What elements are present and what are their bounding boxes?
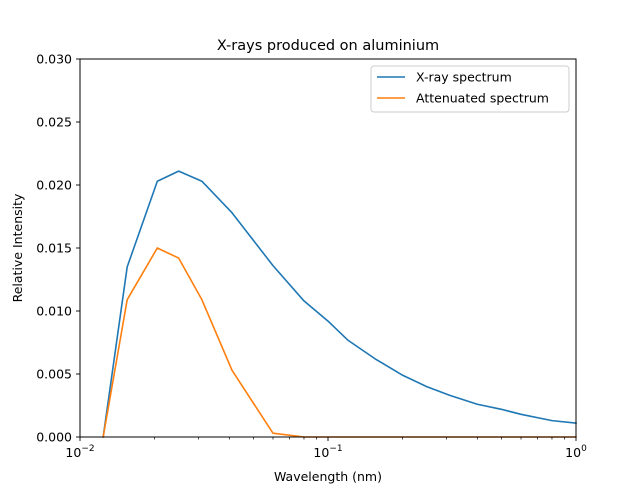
series-line-1 [102,170,577,438]
legend: X-ray spectrum Attenuated spectrum [370,65,570,113]
y-tick-label: 0.010 [36,304,72,319]
y-tick-label: 0.000 [36,430,72,445]
x-tick-label: 10−2 [65,444,94,460]
plot-background [80,59,576,437]
y-tick-label: 0.005 [36,367,72,382]
y-tick-label: 0.030 [36,52,72,67]
x-axis-label: Wavelength (nm) [274,469,382,484]
legend-box [370,65,570,113]
y-tick-label: 0.025 [36,115,72,130]
y-tick-label: 0.015 [36,241,72,256]
y-tick-label: 0.020 [36,178,72,193]
y-axis: 0.000 0.005 0.010 0.015 0.020 0.025 0.030 [36,52,80,445]
legend-label: Attenuated spectrum [416,91,549,106]
x-tick-label: 100 [565,444,587,460]
plot-area [79,58,577,438]
legend-label: X-ray spectrum [416,70,512,85]
y-axis-label: Relative Intensity [10,193,25,302]
x-axis: 10−2 10−1 100 [65,437,587,460]
x-tick-label: 10−1 [313,444,342,460]
chart-title: X-rays produced on aluminium [217,38,439,54]
